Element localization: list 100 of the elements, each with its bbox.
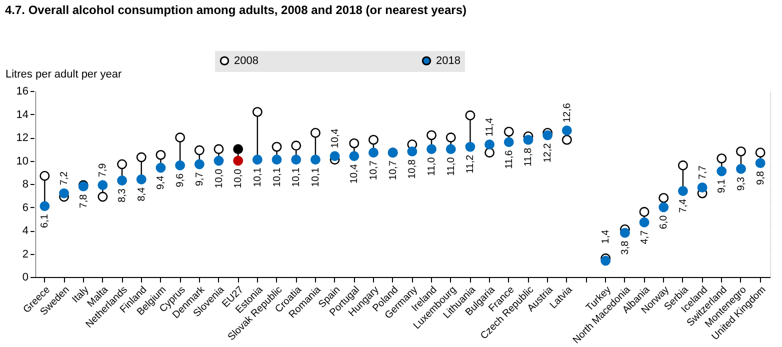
point xyxy=(504,137,514,148)
data-label: 7,4 xyxy=(678,198,689,213)
point xyxy=(465,110,476,120)
data-label: 6,1 xyxy=(40,214,51,228)
point xyxy=(40,170,50,181)
point xyxy=(272,142,282,152)
point xyxy=(136,152,146,162)
data-label: 7,7 xyxy=(697,165,708,180)
data-label: 1,4 xyxy=(600,229,612,244)
data-label: 11,0 xyxy=(426,156,438,176)
data-label: 11,6 xyxy=(504,150,515,169)
data-label: 11,2 xyxy=(465,154,476,174)
point xyxy=(736,146,746,156)
point xyxy=(156,162,166,173)
point xyxy=(98,192,108,202)
point xyxy=(484,140,495,150)
point xyxy=(755,158,766,168)
point xyxy=(542,130,553,140)
data-label: 10,1 xyxy=(252,167,264,188)
point xyxy=(426,144,436,154)
point xyxy=(98,180,108,190)
point xyxy=(59,188,69,198)
y-tick-label: 16 xyxy=(16,86,28,98)
point xyxy=(349,138,360,148)
data-label: 10,4 xyxy=(330,128,341,148)
data-label: 8,3 xyxy=(117,188,128,202)
data-label: 4,7 xyxy=(639,230,650,244)
point xyxy=(407,146,418,156)
point xyxy=(678,186,688,196)
point xyxy=(658,192,669,203)
data-label: 8,4 xyxy=(136,186,148,202)
point xyxy=(426,130,436,140)
point xyxy=(291,154,302,165)
point xyxy=(291,140,302,151)
data-label: 9,1 xyxy=(716,178,728,194)
point xyxy=(523,134,534,145)
point xyxy=(504,126,514,137)
point xyxy=(368,134,378,145)
y-tick-label: 8 xyxy=(22,178,28,190)
point xyxy=(446,144,456,154)
point xyxy=(252,154,262,165)
y-tick-label: 12 xyxy=(16,132,28,144)
y-axis-title: Litres per adult per year xyxy=(6,68,122,80)
point xyxy=(310,154,320,165)
data-label: 11,0 xyxy=(446,156,457,176)
point xyxy=(272,154,282,165)
point xyxy=(678,160,688,170)
point xyxy=(562,134,572,145)
point xyxy=(639,217,650,228)
data-label: 10,7 xyxy=(388,160,399,180)
data-label: 10,1 xyxy=(272,167,283,188)
data-label: 9,4 xyxy=(156,175,167,190)
data-label: 7,8 xyxy=(78,194,90,208)
point xyxy=(349,151,360,162)
point xyxy=(194,159,204,170)
point xyxy=(620,228,630,238)
point xyxy=(697,182,708,192)
point xyxy=(214,156,224,166)
data-label: 9,8 xyxy=(755,170,766,185)
point xyxy=(233,144,244,154)
data-label: 12,6 xyxy=(562,102,573,123)
point xyxy=(117,176,128,186)
y-tick-label: 2 xyxy=(22,248,28,260)
point xyxy=(716,153,727,164)
point xyxy=(465,142,476,152)
data-label: 10,4 xyxy=(349,164,360,184)
y-tick-label: 10 xyxy=(16,155,28,168)
data-label: 9,6 xyxy=(175,172,186,188)
point xyxy=(446,132,456,142)
data-label: 12,2 xyxy=(542,142,554,163)
y-tick-label: 4 xyxy=(22,225,28,237)
point xyxy=(252,106,262,117)
point xyxy=(639,206,650,217)
point xyxy=(214,144,224,154)
data-label: 10,0 xyxy=(214,168,225,188)
point xyxy=(136,174,146,184)
point xyxy=(658,202,669,212)
point xyxy=(562,126,572,136)
point xyxy=(233,156,244,166)
data-label: 9,3 xyxy=(736,176,747,191)
point xyxy=(600,256,611,266)
y-tick-label: 6 xyxy=(22,202,28,214)
data-label: 10,1 xyxy=(310,167,322,188)
point xyxy=(368,148,378,158)
point xyxy=(156,150,166,160)
data-label: 10,7 xyxy=(368,160,380,180)
point xyxy=(330,151,340,162)
point xyxy=(755,148,766,158)
legend-label: 2008 xyxy=(234,54,258,67)
data-label: 10,8 xyxy=(407,159,418,179)
y-tick-label: 0 xyxy=(22,272,28,284)
data-label: 7,2 xyxy=(59,170,70,186)
point xyxy=(310,128,320,138)
chart-title: 4.7. Overall alcohol consumption among adults, 2008 and 2018 (or nearest years) xyxy=(5,3,466,17)
data-label: 11,4 xyxy=(484,117,496,136)
point xyxy=(736,164,746,174)
data-label: 7,9 xyxy=(98,162,109,178)
point xyxy=(175,132,186,142)
data-label: 11,8 xyxy=(523,147,534,167)
data-label: 10,1 xyxy=(291,167,302,188)
